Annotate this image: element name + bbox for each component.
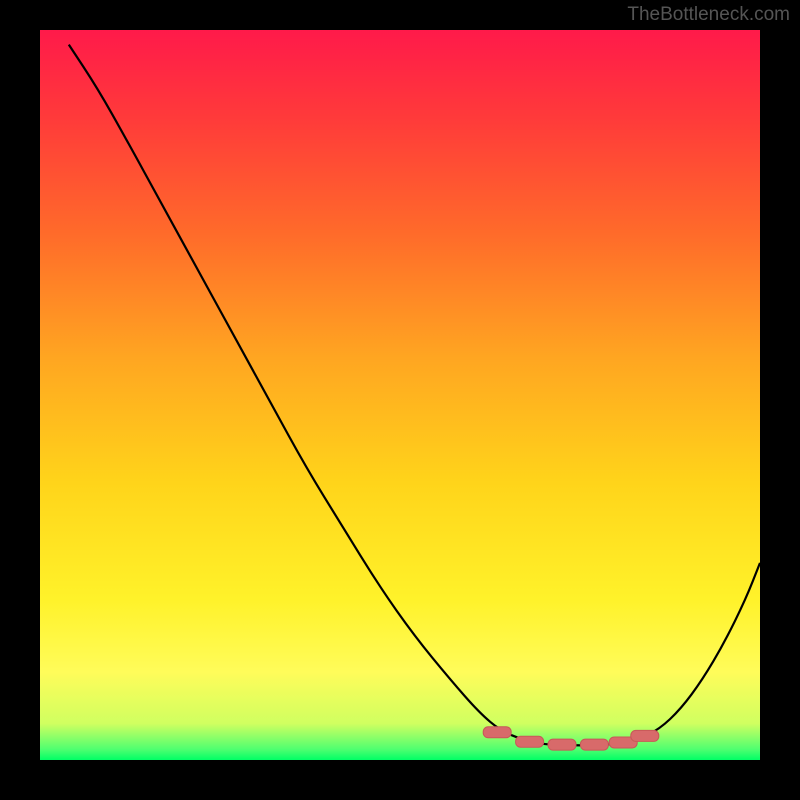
curve-marker	[516, 736, 544, 747]
curve-marker	[580, 739, 608, 750]
curve-marker	[483, 727, 511, 738]
watermark-text: TheBottleneck.com	[627, 4, 790, 26]
curve-markers	[483, 727, 659, 750]
chart-plot-area	[40, 30, 760, 760]
curve-marker	[548, 739, 576, 750]
bottleneck-curve	[69, 45, 760, 746]
chart-curve-layer	[40, 30, 760, 760]
curve-marker	[631, 730, 659, 741]
